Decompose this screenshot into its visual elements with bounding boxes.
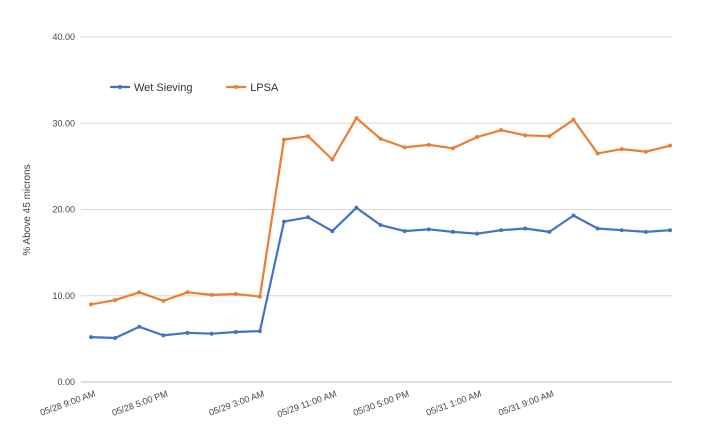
data-point (619, 147, 624, 152)
legend-marker (234, 85, 239, 89)
data-point (233, 329, 238, 334)
data-point (523, 133, 528, 138)
data-point (378, 223, 383, 228)
data-point (619, 228, 624, 233)
data-point (306, 134, 311, 139)
data-point (523, 226, 528, 231)
data-point (330, 229, 335, 234)
data-point (595, 151, 600, 156)
data-point (113, 336, 118, 341)
data-point (185, 330, 190, 335)
data-point (330, 157, 335, 162)
series-lines (89, 116, 672, 341)
data-point (668, 143, 672, 148)
data-point (426, 142, 431, 147)
data-point (354, 205, 359, 210)
data-point (378, 136, 383, 141)
legend: Wet Sieving LPSA (110, 82, 279, 94)
data-point (571, 213, 576, 218)
data-point (450, 146, 455, 151)
data-point (209, 292, 214, 297)
data-point (571, 117, 576, 122)
data-point (595, 226, 600, 231)
data-point (499, 228, 504, 233)
y-tick-label: 40.00 (52, 32, 75, 42)
data-point (426, 227, 431, 232)
y-tick-label: 10.00 (52, 291, 75, 301)
y-tick-label: 20.00 (52, 205, 75, 215)
data-point (668, 228, 672, 233)
y-axis-tick-labels: 0.00 10.00 20.00 30.00 40.00 (52, 32, 75, 387)
data-point (89, 335, 93, 340)
legend-marker (118, 85, 122, 89)
data-point (282, 219, 286, 224)
data-point (282, 137, 286, 142)
data-point (475, 231, 479, 236)
data-point (475, 135, 479, 140)
data-point (257, 329, 262, 334)
data-point (643, 149, 648, 154)
data-point (233, 292, 238, 297)
data-point (547, 134, 552, 139)
y-tick-label: 0.00 (57, 377, 75, 387)
data-point (113, 298, 118, 303)
data-point (89, 302, 93, 307)
data-point (161, 333, 166, 338)
data-point (354, 116, 359, 121)
data-point (137, 290, 142, 295)
data-point (161, 298, 166, 303)
data-point (499, 128, 504, 133)
data-point (547, 229, 552, 234)
data-point (402, 229, 407, 234)
data-point (209, 331, 214, 336)
legend-label: Wet Sieving (134, 82, 193, 94)
data-point (306, 215, 311, 220)
data-point (402, 145, 407, 150)
y-axis-title: % Above 45 microns (22, 164, 33, 255)
legend-label: LPSA (250, 82, 279, 94)
data-point (450, 229, 455, 234)
data-point (137, 324, 142, 329)
y-tick-label: 30.00 (52, 118, 75, 128)
data-point (643, 229, 648, 234)
data-point (185, 290, 190, 295)
data-point (257, 294, 262, 299)
